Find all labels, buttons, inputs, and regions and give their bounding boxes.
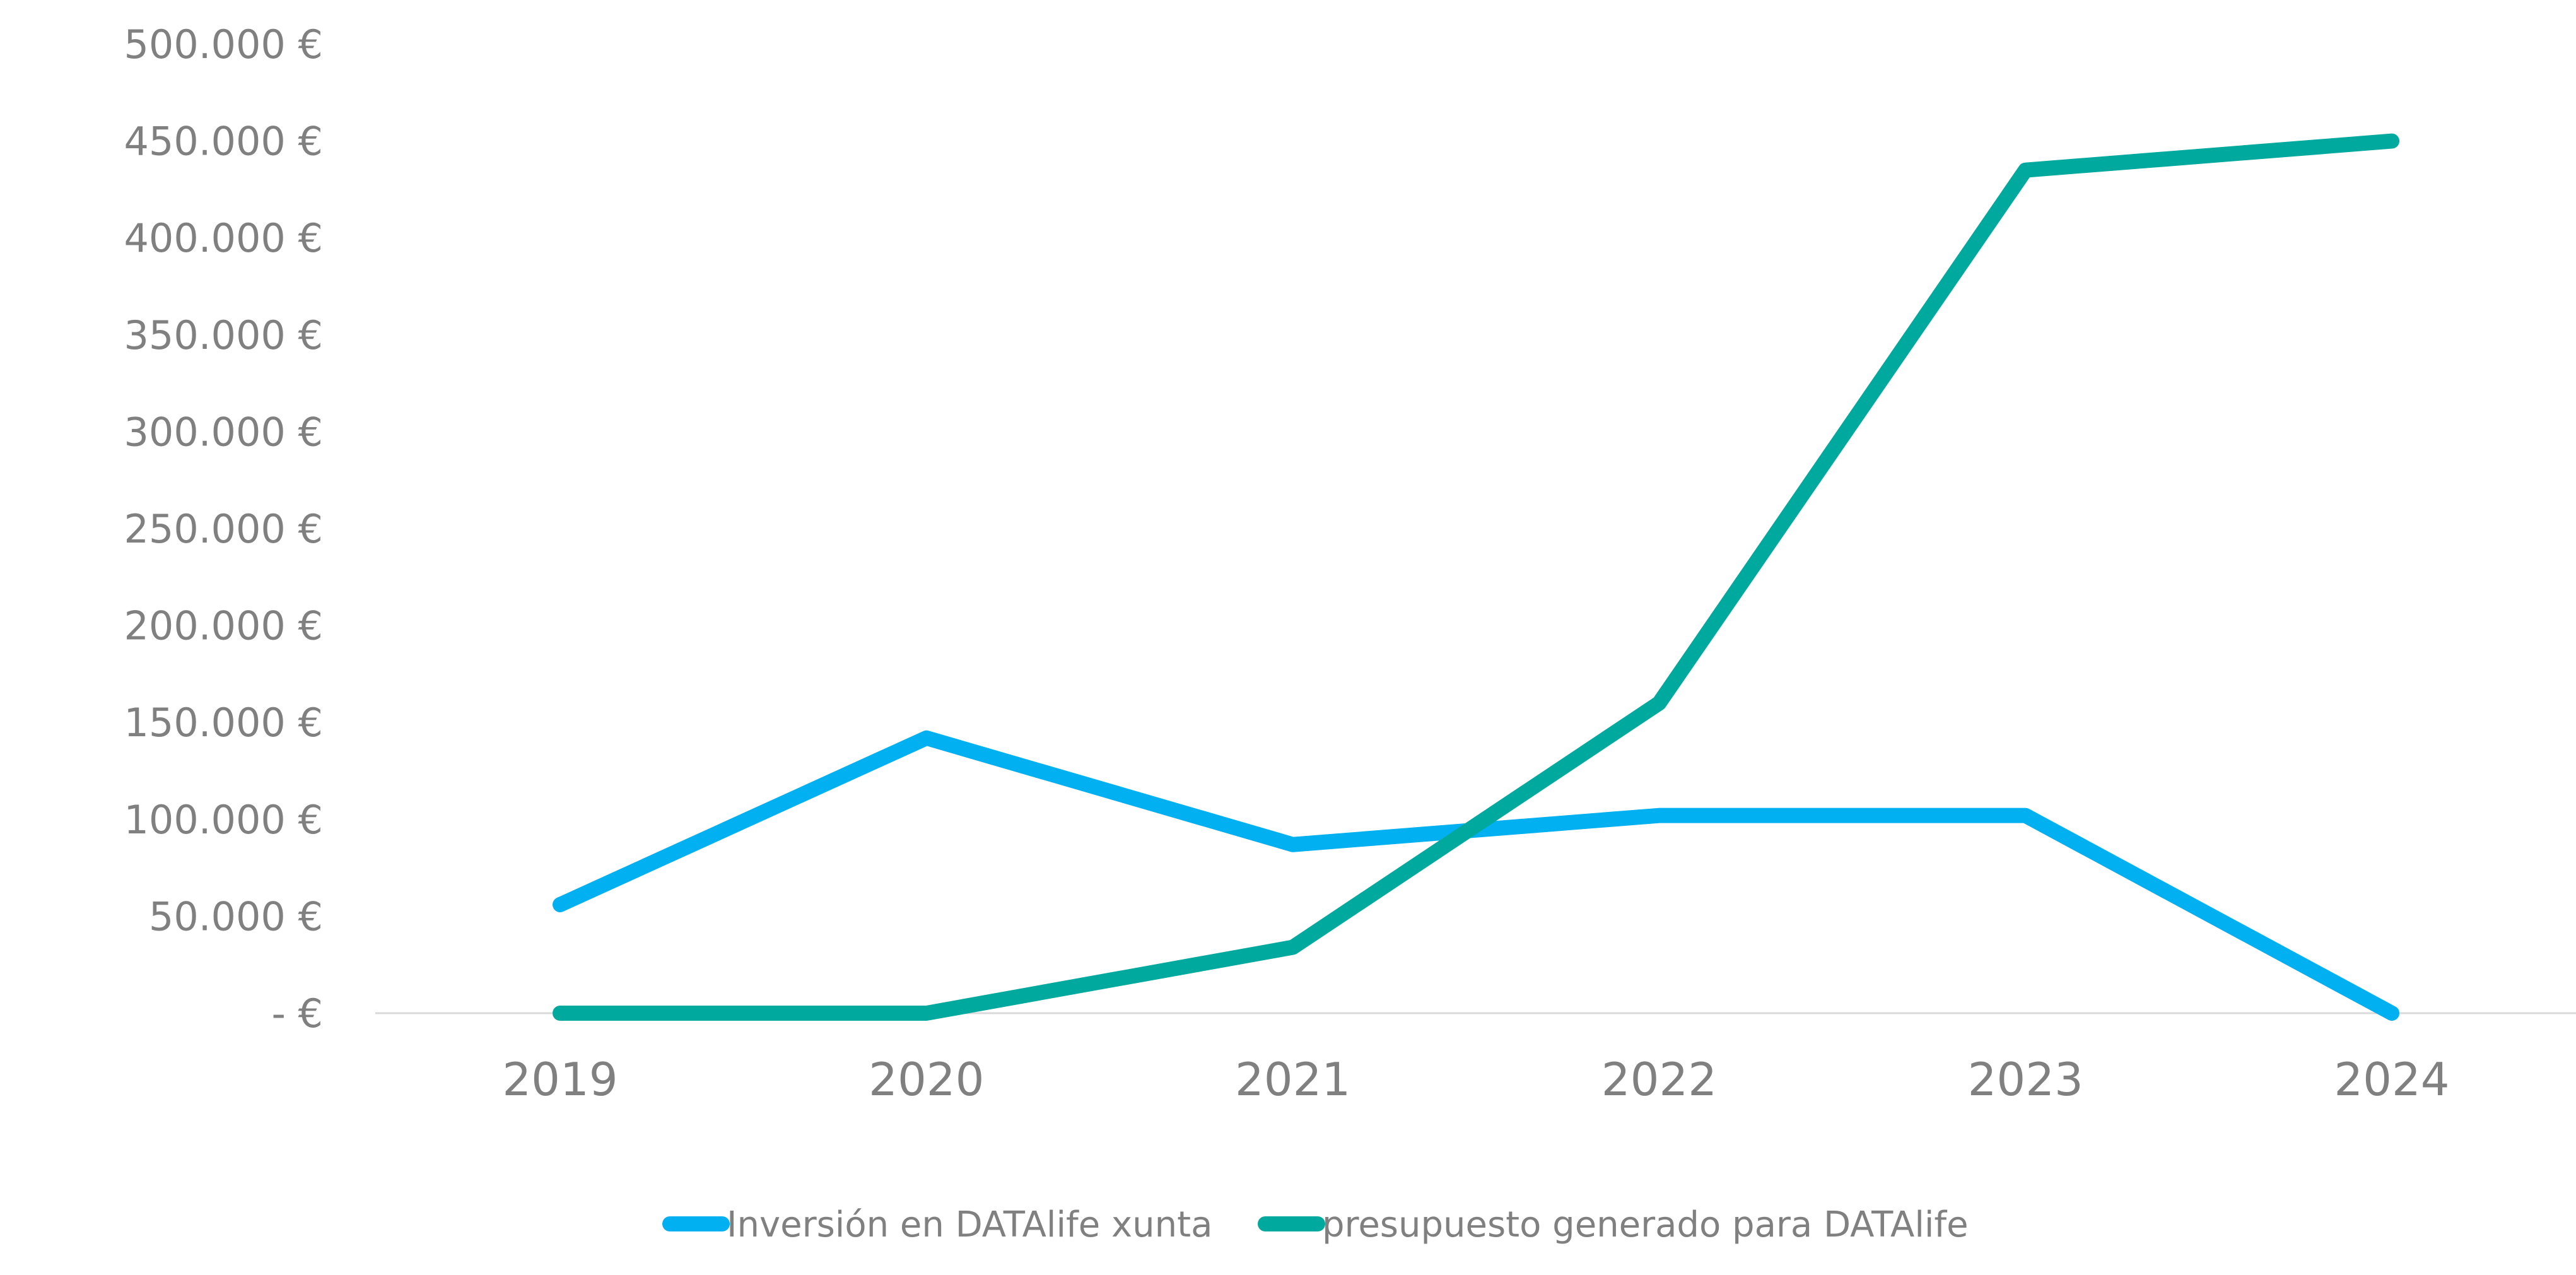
y-tick-label: 500.000 €	[124, 21, 323, 68]
x-tick-label: 2021	[1235, 1053, 1350, 1106]
x-axis: 2019 2020 2021 2022 2023 2024	[375, 1012, 2576, 1106]
x-tick-label: 2020	[869, 1053, 984, 1106]
series-line-1	[553, 730, 2399, 1021]
y-tick-label: - €	[271, 990, 323, 1037]
y-axis: - € 50.000 € 100.000 € 150.000 € 200.000 € 25…	[124, 21, 323, 1037]
legend-label: Inversión en DATAlife xunta	[727, 1204, 1212, 1245]
series-line-2	[553, 133, 2399, 1021]
y-tick-label: 200.000 €	[124, 603, 323, 649]
legend: Inversión en DATAlife xunta presupuesto g…	[662, 1204, 1969, 1245]
y-tick-label: 150.000 €	[124, 700, 323, 746]
x-tick-label: 2022	[1601, 1053, 1717, 1106]
plot-lines	[553, 133, 2399, 1021]
y-tick-label: 100.000 €	[124, 797, 323, 843]
y-tick-label: 300.000 €	[124, 409, 323, 455]
x-tick-label: 2019	[502, 1053, 618, 1106]
y-tick-label: 250.000 €	[124, 506, 323, 552]
x-tick-label: 2023	[1968, 1053, 2083, 1106]
legend-label: presupuesto generado para DATAlife	[1322, 1204, 1969, 1245]
y-tick-label: 50.000 €	[149, 893, 323, 939]
y-tick-label: 400.000 €	[124, 215, 323, 261]
y-tick-label: 350.000 €	[124, 312, 323, 358]
y-tick-label: 450.000 €	[124, 119, 323, 165]
x-tick-label: 2024	[2334, 1053, 2449, 1106]
